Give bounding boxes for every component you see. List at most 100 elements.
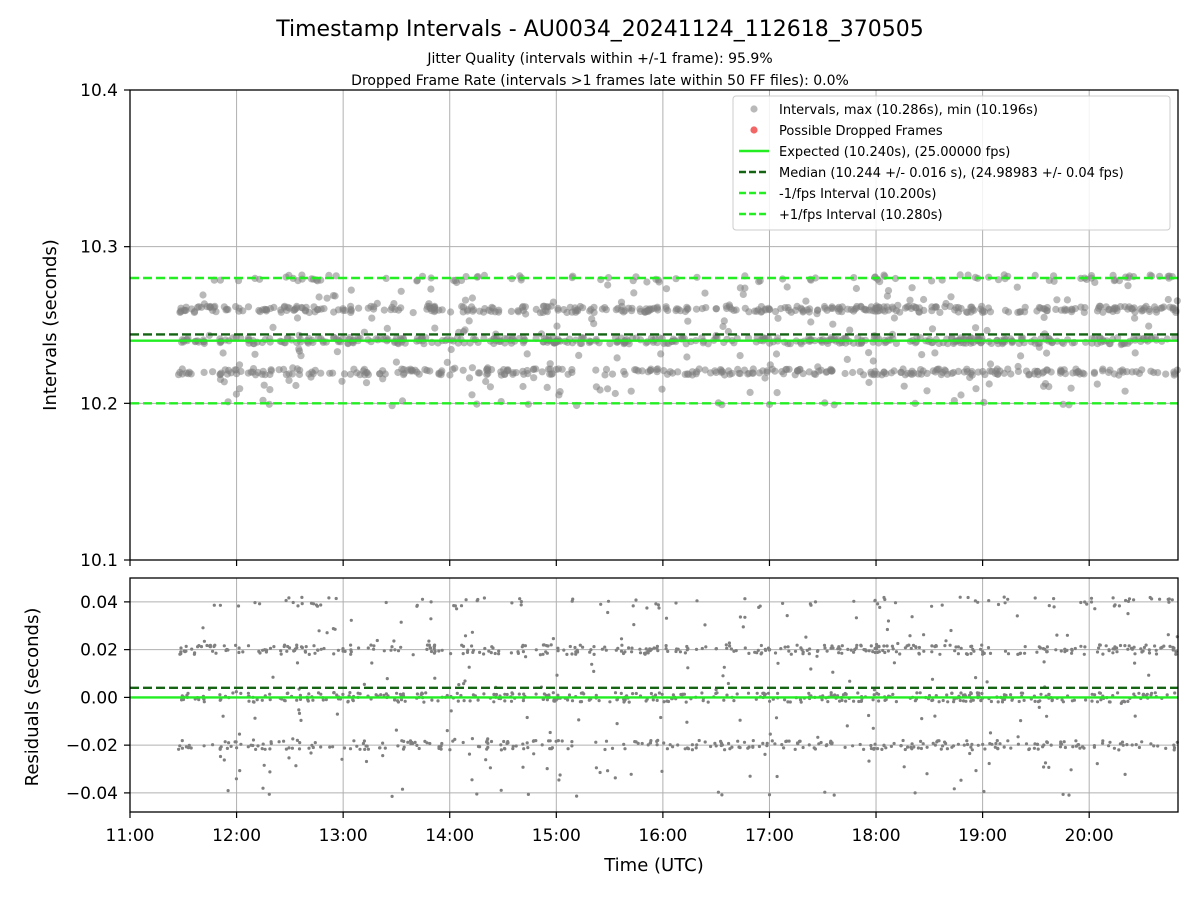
interval-point xyxy=(757,303,766,311)
interval-point xyxy=(427,285,435,293)
residual-point xyxy=(284,747,288,751)
interval-point xyxy=(1050,277,1058,285)
residual-point xyxy=(776,661,780,665)
residual-point xyxy=(695,743,699,747)
residual-point xyxy=(1153,644,1157,648)
residuals-ytick-label-3: 0.02 xyxy=(80,641,118,661)
interval-point xyxy=(383,324,391,332)
residual-point xyxy=(1150,691,1154,695)
residual-point xyxy=(937,700,941,704)
residual-point xyxy=(521,650,526,654)
interval-point xyxy=(347,286,355,294)
interval-point xyxy=(768,365,776,373)
x-tick-label-13:00: 13:00 xyxy=(319,826,368,846)
x-tick-label-19:00: 19:00 xyxy=(958,826,1007,846)
residual-point xyxy=(455,691,459,696)
residual-point xyxy=(815,654,819,658)
interval-point xyxy=(1014,362,1022,371)
residual-point xyxy=(236,604,241,608)
interval-point xyxy=(841,369,849,378)
residual-point xyxy=(296,604,300,608)
residual-point xyxy=(945,693,949,697)
residual-point xyxy=(461,740,465,745)
residual-point xyxy=(542,643,546,647)
residual-point xyxy=(976,743,980,747)
residual-point xyxy=(190,647,194,651)
residual-point xyxy=(449,709,453,713)
interval-point xyxy=(1016,308,1025,316)
residual-point xyxy=(1006,739,1010,743)
interval-point xyxy=(746,388,754,396)
residual-point xyxy=(722,665,726,669)
interval-point xyxy=(590,320,598,328)
legend-entry-0: Intervals, max (10.286s), min (10.196s) xyxy=(779,103,1038,118)
interval-point xyxy=(967,369,975,377)
residual-point xyxy=(1003,649,1008,653)
interval-point xyxy=(219,349,227,357)
residual-point xyxy=(1060,698,1064,702)
residual-point xyxy=(819,740,823,745)
interval-point xyxy=(780,370,788,378)
residual-point xyxy=(223,740,227,744)
residual-point xyxy=(1107,744,1111,748)
residual-point xyxy=(655,743,659,747)
residual-point xyxy=(1041,745,1045,749)
residual-point xyxy=(341,692,345,697)
residual-point xyxy=(509,699,514,703)
interval-point xyxy=(379,367,387,375)
residual-point xyxy=(1032,746,1036,750)
interval-point xyxy=(281,302,289,310)
residual-point xyxy=(980,643,984,647)
interval-point xyxy=(420,340,428,348)
interval-point xyxy=(495,308,503,316)
interval-point xyxy=(314,306,322,314)
residual-point xyxy=(807,652,811,656)
interval-point xyxy=(740,366,749,374)
legend-entry-4: -1/fps Interval (10.200s) xyxy=(779,187,936,202)
residual-point xyxy=(1017,699,1021,704)
residual-point xyxy=(310,743,314,747)
residual-point xyxy=(716,790,721,794)
chart-subtitle-jitter: Jitter Quality (intervals within +/-1 fr… xyxy=(426,51,772,67)
legend-box xyxy=(732,95,1171,231)
residual-point xyxy=(855,643,859,647)
residual-point xyxy=(973,599,978,603)
residual-point xyxy=(606,769,610,773)
residual-point xyxy=(372,647,376,651)
interval-point xyxy=(613,354,621,362)
residual-point xyxy=(1052,597,1056,601)
residual-point xyxy=(849,648,853,652)
residual-point xyxy=(646,651,650,655)
interval-point xyxy=(461,296,470,304)
interval-point xyxy=(350,365,358,373)
residual-point xyxy=(1160,645,1164,650)
residual-point xyxy=(825,743,829,747)
residual-point xyxy=(944,639,948,643)
interval-point xyxy=(182,306,190,314)
residual-point xyxy=(1158,597,1162,601)
residual-point xyxy=(985,680,989,684)
interval-point xyxy=(237,367,245,375)
residual-point xyxy=(854,616,859,620)
residual-point xyxy=(178,744,182,748)
residual-point xyxy=(1006,597,1010,601)
residual-point xyxy=(1098,643,1102,647)
residual-point xyxy=(903,747,907,752)
residual-point xyxy=(600,647,605,651)
interval-point xyxy=(576,302,584,311)
residual-point xyxy=(449,652,453,656)
residual-point xyxy=(789,652,793,656)
interval-point xyxy=(315,293,323,301)
residual-point xyxy=(428,741,432,746)
residual-point xyxy=(1047,604,1051,608)
residual-point xyxy=(465,650,470,655)
residual-point xyxy=(892,741,896,746)
residual-point xyxy=(1121,743,1125,747)
interval-point xyxy=(519,382,527,391)
residual-point xyxy=(180,698,184,702)
residual-point xyxy=(775,774,779,779)
residual-point xyxy=(886,619,891,623)
residual-point xyxy=(184,649,188,653)
interval-point xyxy=(632,366,640,374)
residual-point xyxy=(990,742,994,746)
